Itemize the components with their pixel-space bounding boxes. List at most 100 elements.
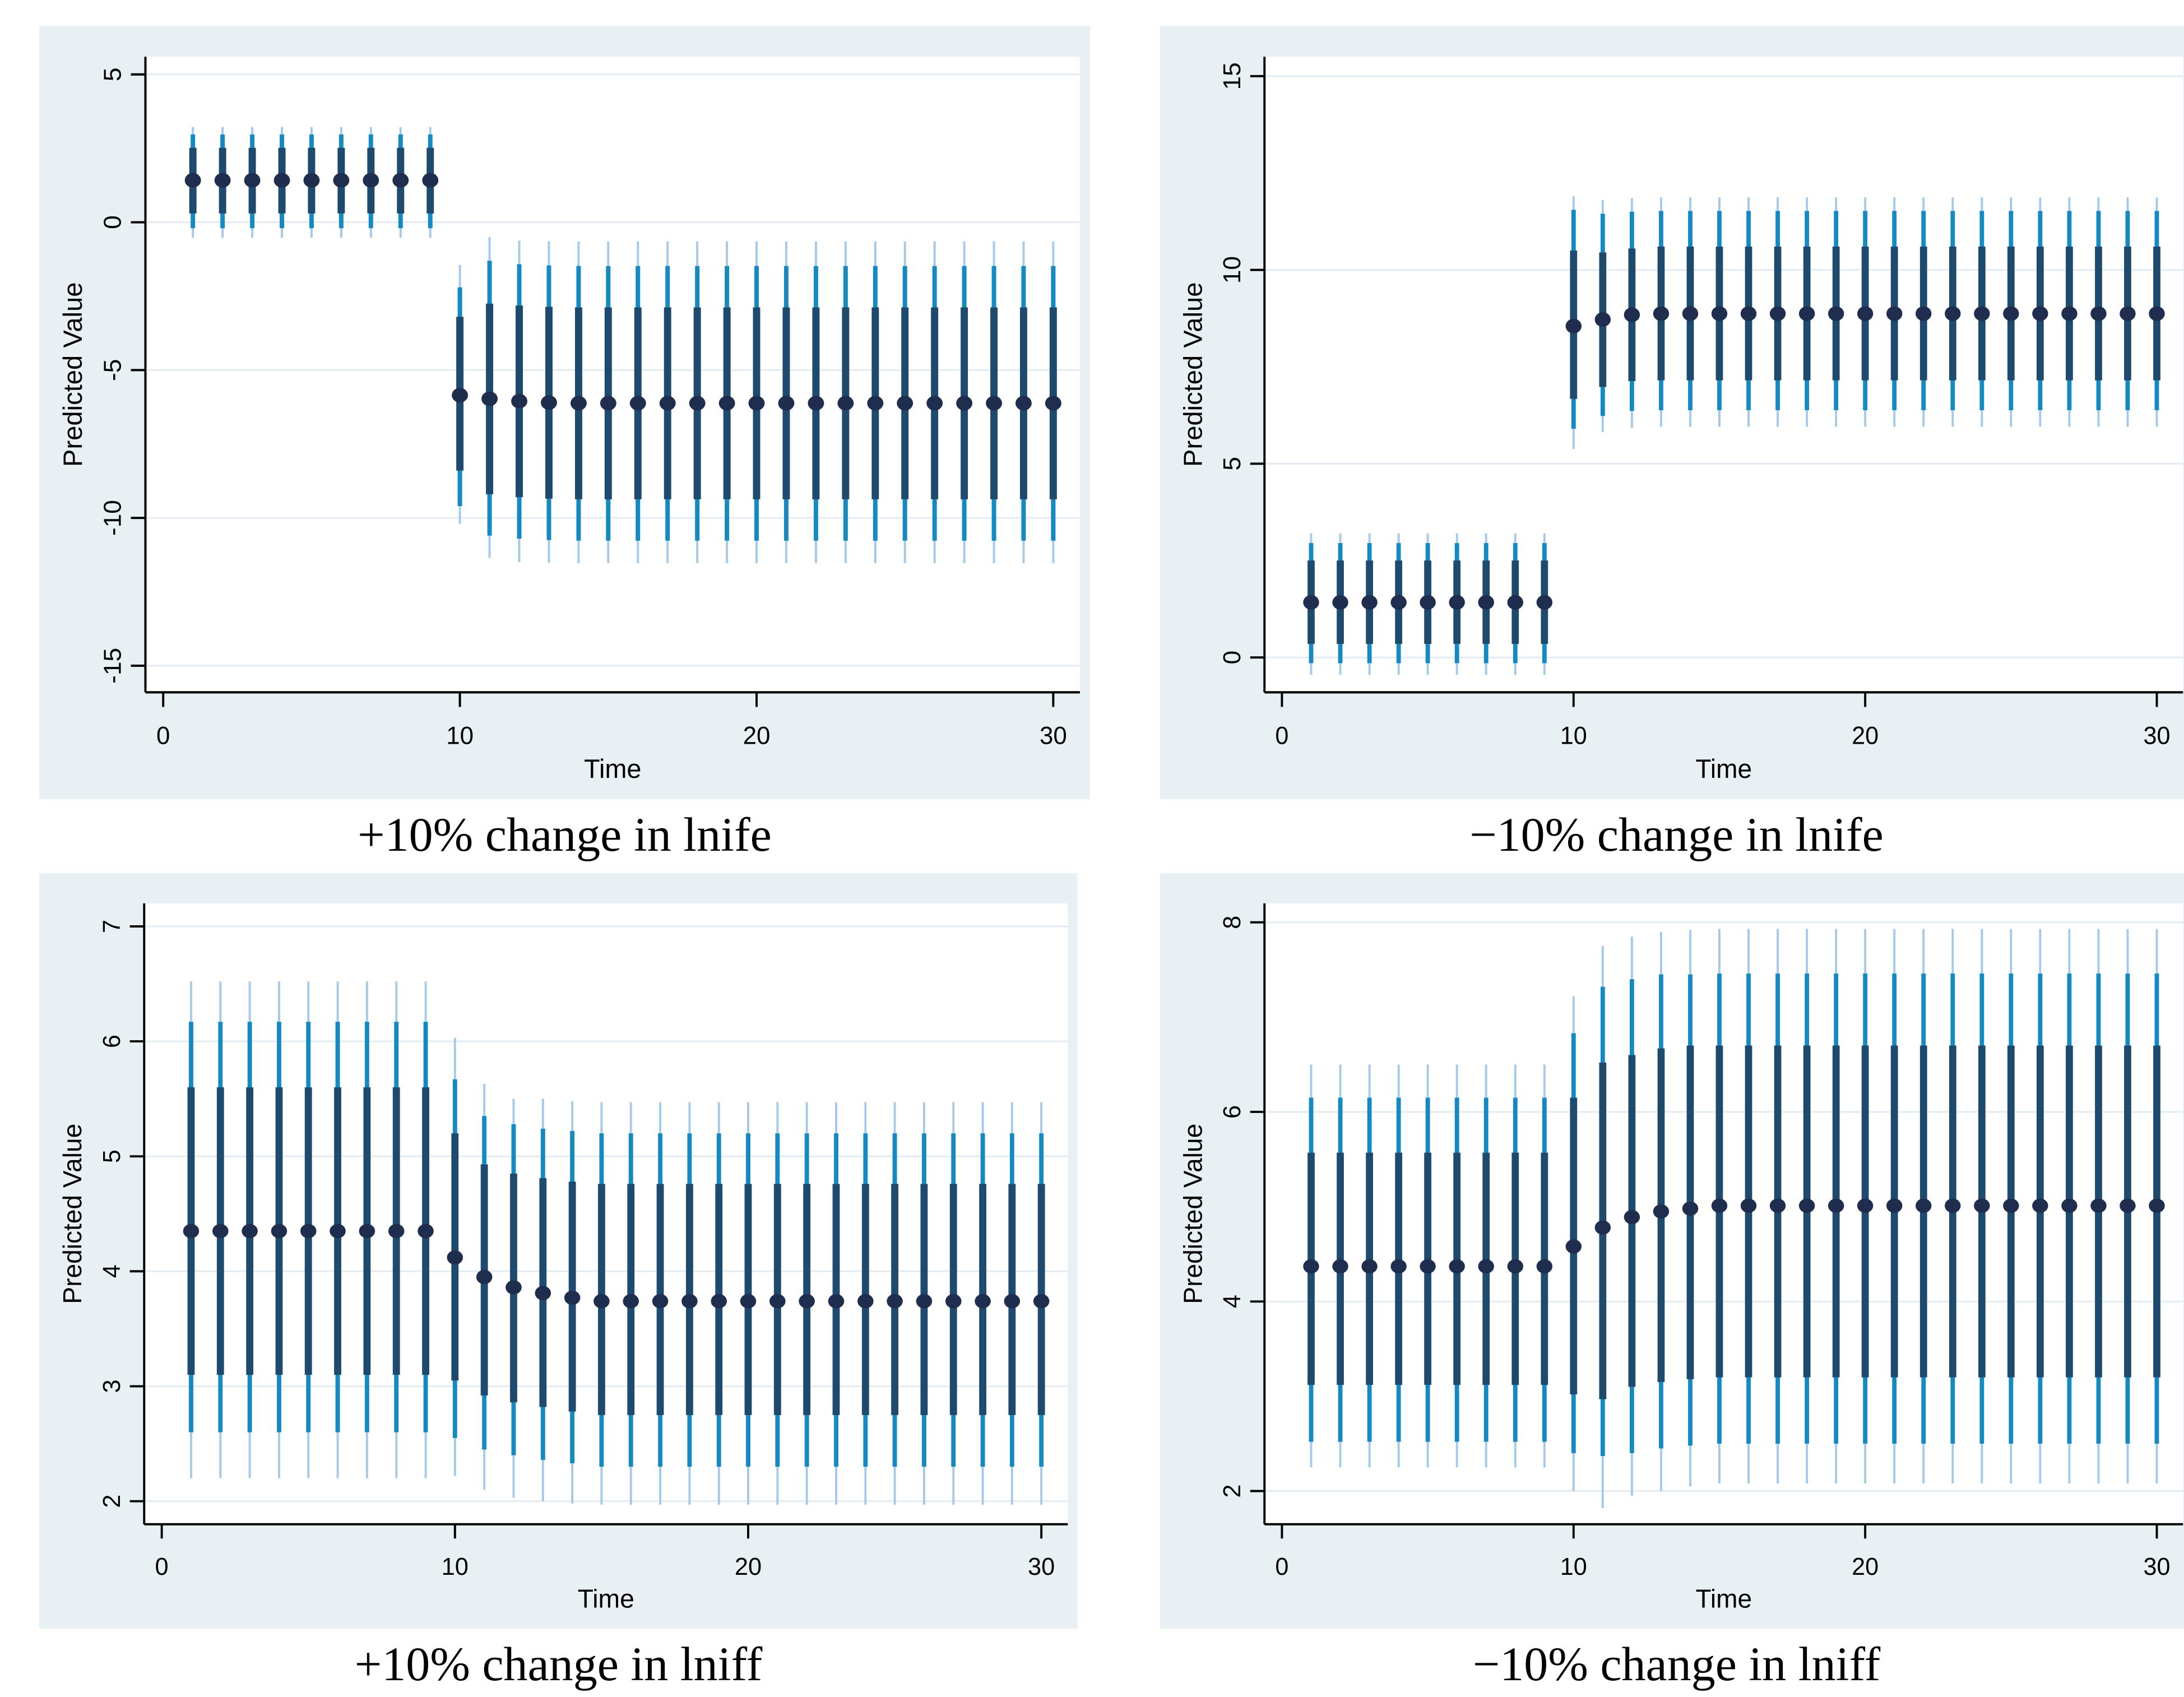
interval-point <box>476 1083 493 1490</box>
interval-point <box>2061 197 2078 427</box>
interval-point <box>1916 929 1932 1483</box>
interval-point <box>242 981 258 1478</box>
y-tick-label: 6 <box>1219 1105 1246 1119</box>
interval-point <box>184 127 201 238</box>
plot-area <box>145 57 1081 693</box>
interval-point <box>600 241 616 563</box>
interval-point <box>363 127 379 238</box>
interval-point <box>2149 929 2165 1483</box>
point-marker <box>1798 306 1815 321</box>
point-marker <box>1711 1198 1728 1213</box>
interval-point <box>1828 929 1844 1483</box>
point-marker <box>359 1223 375 1239</box>
point-marker <box>2003 306 2019 321</box>
point-marker <box>1390 595 1407 610</box>
point-marker <box>1857 1198 1874 1213</box>
interval-point <box>330 981 346 1478</box>
point-marker <box>837 396 854 411</box>
interval-point <box>564 1101 581 1504</box>
interval-point <box>2032 929 2048 1483</box>
interval-point <box>837 241 854 563</box>
point-marker <box>2149 1198 2165 1213</box>
point-marker <box>659 396 676 411</box>
point-marker <box>447 1250 463 1265</box>
interval-point <box>1565 996 1582 1491</box>
point-marker <box>808 396 824 411</box>
point-marker <box>1536 1259 1553 1274</box>
interval-point <box>333 127 350 238</box>
y-tick-label: 5 <box>99 1149 126 1163</box>
point-marker <box>926 396 943 411</box>
plot-area <box>1264 903 2183 1524</box>
interval-point <box>1594 945 1611 1509</box>
interval-point <box>511 240 527 563</box>
interval-point <box>2090 929 2107 1483</box>
interval-point <box>1449 533 1465 675</box>
interval-point <box>1507 1064 1523 1468</box>
plot-area <box>144 903 1068 1524</box>
point-marker <box>1361 595 1378 610</box>
interval-point <box>748 241 765 563</box>
interval-point <box>2120 929 2136 1483</box>
interval-point <box>1682 930 1699 1487</box>
point-marker <box>1332 595 1348 610</box>
point-marker <box>2120 1198 2136 1213</box>
interval-point <box>629 241 646 563</box>
point-marker <box>1974 306 1990 321</box>
point-marker <box>183 1223 200 1239</box>
interval-point <box>212 981 229 1478</box>
y-tick-label: 15 <box>1219 62 1246 90</box>
interval-point <box>1711 929 1728 1483</box>
interval-point <box>659 241 676 563</box>
x-tick-label: 0 <box>1275 722 1288 750</box>
interval-point <box>2120 197 2136 427</box>
point-marker <box>273 173 290 188</box>
interval-point <box>1536 1064 1553 1468</box>
point-marker <box>214 173 231 188</box>
point-marker <box>333 173 350 188</box>
x-tick-label: 10 <box>1560 722 1587 750</box>
x-axis-title: Time <box>578 1584 634 1613</box>
interval-point <box>1420 1064 1436 1468</box>
y-tick-label: 10 <box>1219 256 1246 284</box>
x-tick-label: 20 <box>1852 722 1879 750</box>
point-marker <box>1682 1201 1699 1216</box>
interval-point <box>300 981 317 1478</box>
interval-point <box>1004 1102 1021 1505</box>
point-marker <box>1420 1259 1436 1274</box>
x-axis-title: Time <box>584 754 641 783</box>
interval-point <box>711 1102 727 1505</box>
point-marker <box>778 396 795 411</box>
x-tick-label: 30 <box>2144 1554 2171 1580</box>
point-marker <box>1945 1198 1961 1213</box>
interval-point <box>808 241 824 563</box>
interval-point <box>1033 1102 1050 1505</box>
y-tick-label: -10 <box>99 500 127 536</box>
interval-point <box>2090 197 2107 427</box>
x-tick-label: 10 <box>1560 1554 1587 1580</box>
interval-point <box>945 1102 962 1505</box>
interval-point <box>926 241 943 563</box>
interval-point <box>2003 197 2019 427</box>
point-marker <box>1916 306 1932 321</box>
interval-point <box>1798 197 1815 427</box>
point-marker <box>718 396 735 411</box>
y-tick-label: 8 <box>1219 916 1246 929</box>
interval-point <box>1478 533 1494 675</box>
x-tick-label: 0 <box>155 1554 169 1580</box>
y-tick-label: -5 <box>99 359 127 381</box>
interval-point <box>183 981 200 1478</box>
point-marker <box>867 396 884 411</box>
interval-point <box>1974 929 1990 1483</box>
point-marker <box>945 1293 962 1309</box>
point-marker <box>388 1223 405 1239</box>
y-tick-label: 2 <box>1219 1485 1246 1498</box>
y-tick-label: 6 <box>99 1035 126 1048</box>
point-marker <box>2149 306 2165 321</box>
point-marker <box>452 388 469 403</box>
point-marker <box>1828 1198 1844 1213</box>
interval-point <box>1711 197 1728 427</box>
interval-point <box>1916 197 1932 427</box>
point-marker <box>244 173 261 188</box>
point-marker <box>652 1293 669 1309</box>
